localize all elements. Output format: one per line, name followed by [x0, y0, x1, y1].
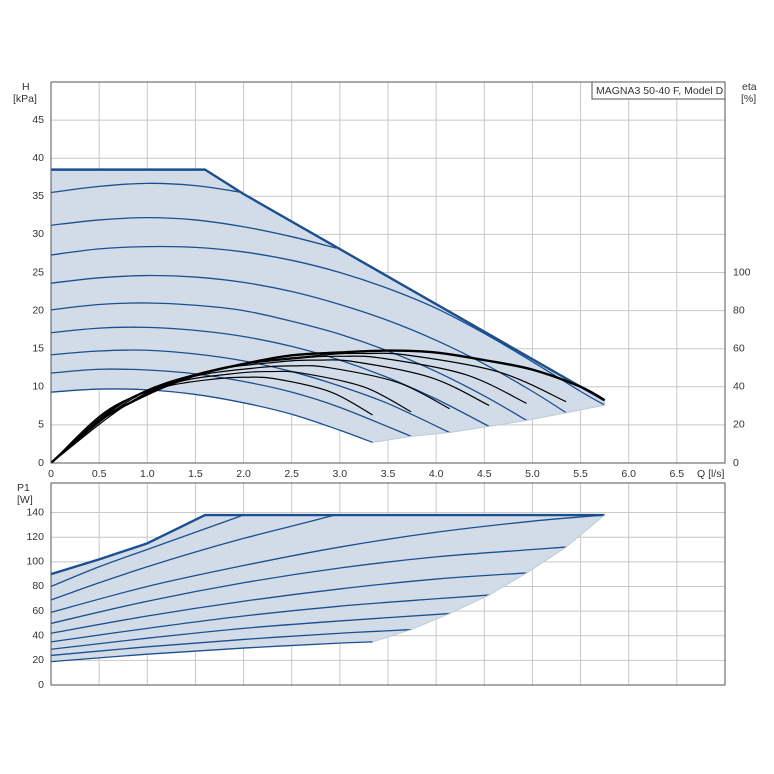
speed-curve — [50, 641, 373, 663]
x-tick-label: 2.5 — [284, 468, 299, 480]
operating-area — [51, 515, 605, 662]
y2-tick-label: 60 — [733, 342, 745, 354]
plot-frame — [50, 81, 726, 464]
speed-curve — [50, 628, 412, 657]
title-box — [591, 81, 726, 100]
y-axis-unit: [kPa] — [13, 93, 37, 105]
x-tick-label: 4.5 — [477, 468, 492, 480]
x-tick-label: 6.0 — [621, 468, 636, 480]
x-tick-label: 5.0 — [525, 468, 540, 480]
area — [51, 515, 605, 662]
speed-curve — [50, 245, 605, 406]
x-tick-label: 3.0 — [333, 468, 348, 480]
boundary-curve — [372, 514, 605, 643]
y-tick-label: 30 — [32, 228, 44, 240]
y2-tick-label: 20 — [733, 419, 745, 431]
y2-tick-label: 40 — [733, 381, 745, 393]
x-tick-label: 4.0 — [429, 468, 444, 480]
efficiency-curve — [50, 352, 567, 464]
x-axis-label: Q [l/s] — [697, 468, 725, 480]
y2-axis-unit: [%] — [741, 93, 756, 105]
speed-curve — [50, 274, 567, 414]
y-tick-label: 80 — [32, 580, 44, 592]
chart-title: MAGNA3 50-40 F, Model D — [596, 85, 724, 97]
y-tick-label: 120 — [26, 531, 44, 543]
y2-axis-label: eta — [742, 81, 757, 93]
y2-tick-label: 80 — [733, 304, 745, 316]
y-tick-label: 35 — [32, 190, 44, 202]
speed-curve — [50, 514, 336, 601]
axes: 0 20 40 60 80 100 120 140 — [26, 482, 726, 691]
y2-tick-label: 0 — [733, 457, 739, 469]
max-curve — [50, 513, 605, 576]
y-tick-label: 45 — [32, 114, 44, 126]
speed-curve — [50, 216, 337, 249]
speed-curve — [50, 388, 373, 444]
x-tick-label: 5.5 — [573, 468, 588, 480]
x-tick-label: 6.5 — [670, 468, 685, 480]
y-tick-label: 40 — [32, 152, 44, 164]
speed-curve — [50, 594, 490, 643]
y2-tick-label: 100 — [733, 266, 751, 278]
efficiency-curve — [50, 355, 527, 464]
x-tick-label: 0.5 — [92, 468, 107, 480]
y-tick-label: 40 — [32, 630, 44, 642]
y-tick-label: 100 — [26, 556, 44, 568]
speed-curve — [50, 572, 527, 634]
y-tick-label: 15 — [32, 342, 44, 354]
speed-curve — [50, 514, 244, 588]
x-tick-label: 1.5 — [188, 468, 203, 480]
y-tick-label: 0 — [38, 457, 44, 469]
y-tick-label: 60 — [32, 605, 44, 617]
speed-curve — [50, 514, 605, 613]
curves — [50, 168, 606, 464]
efficiency-curve — [50, 370, 412, 464]
axes: 0 0.5 1.0 1.5 2.0 2.5 3.0 3.5 4.0 4.5 5.0 5.5 6.0 6.5… — [32, 81, 751, 480]
x-tick-label: 0 — [48, 468, 54, 480]
x-tick-label: 2.0 — [236, 468, 251, 480]
x-tick-label: 1.0 — [140, 468, 155, 480]
efficiency-curve — [50, 349, 606, 464]
x-tick-label: 3.5 — [381, 468, 396, 480]
y-tick-label: 140 — [26, 506, 44, 518]
y-axis-label: H — [22, 81, 30, 93]
y-axis-label: P1 — [17, 482, 30, 494]
max-curve — [51, 168, 606, 402]
y-axis-unit: [W] — [17, 494, 33, 506]
plot-frame — [50, 482, 726, 686]
speed-curve — [50, 612, 450, 650]
speed-curve — [50, 349, 450, 434]
speed-curve — [50, 302, 527, 421]
boundary-curve — [372, 400, 606, 443]
curves — [50, 513, 605, 663]
y-tick-label: 10 — [32, 381, 44, 393]
y-tick-label: 25 — [32, 266, 44, 278]
y-tick-label: 5 — [38, 419, 44, 431]
y-tick-label: 20 — [32, 304, 44, 316]
efficiency-curve — [50, 376, 373, 464]
y-tick-label: 20 — [32, 654, 44, 666]
speed-curve — [50, 182, 243, 194]
y-tick-label: 0 — [38, 679, 44, 691]
speed-curve — [50, 546, 567, 625]
